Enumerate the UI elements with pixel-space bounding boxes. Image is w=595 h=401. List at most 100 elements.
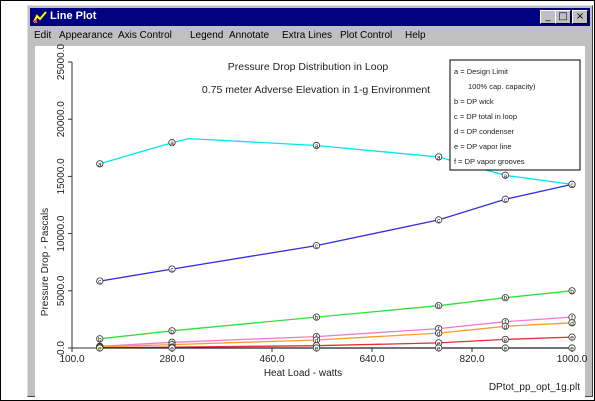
plot-filename: DPtot_pp_opt_1g.plt bbox=[489, 382, 580, 393]
series-line-d bbox=[99, 322, 573, 348]
legend-frame bbox=[449, 59, 581, 171]
data-point-a bbox=[435, 153, 443, 161]
legend-entry-a-note: 100% cap. capacity) bbox=[468, 82, 536, 91]
y-tick-label: 25000.0 bbox=[56, 43, 67, 80]
y-axis-label: Pressure Drop - Pascals bbox=[40, 208, 51, 316]
data-point-marker-label: b bbox=[570, 288, 574, 295]
menu-help[interactable]: Help bbox=[405, 30, 426, 41]
data-point-a bbox=[312, 141, 321, 150]
data-point-a bbox=[501, 171, 509, 179]
y-tick-label: 5000.0 bbox=[56, 275, 67, 306]
legend-entry-a: a = Design Limit bbox=[454, 67, 509, 76]
data-point-marker-label: b bbox=[170, 328, 174, 335]
data-point-marker-label: c bbox=[437, 217, 441, 224]
y-tick-label: 20000.0 bbox=[56, 101, 67, 138]
menu-edit[interactable]: Edit bbox=[34, 30, 52, 41]
data-point-marker-label: c bbox=[98, 279, 102, 286]
data-point-d bbox=[435, 329, 443, 337]
data-point-e bbox=[501, 344, 509, 352]
data-point-c bbox=[568, 180, 576, 189]
chart-subtitle: 0.75 meter Adverse Elevation in 1-g Envi… bbox=[202, 84, 430, 96]
chart-title: Pressure Drop Distribution in Loop bbox=[228, 61, 389, 73]
series-line-e bbox=[99, 336, 573, 349]
data-point-c bbox=[501, 195, 509, 203]
data-point-b bbox=[568, 287, 576, 295]
data-point-marker-label: c bbox=[315, 243, 319, 250]
data-point-marker-label: e bbox=[504, 337, 508, 344]
data-point-marker-label: b bbox=[504, 295, 508, 302]
data-point-marker-label: a bbox=[315, 143, 319, 150]
series-line-b bbox=[99, 290, 573, 340]
menu-annotate[interactable]: Annotate bbox=[229, 30, 270, 41]
data-point-b bbox=[96, 335, 104, 343]
legend-entry-e: e = DP vapor line bbox=[454, 142, 512, 151]
data-point-c bbox=[312, 242, 321, 250]
legend-entry-c: c = DP total in loop bbox=[454, 112, 517, 121]
data-point-marker-label: a bbox=[504, 173, 508, 180]
x-axis-label: Heat Load - watts bbox=[264, 368, 342, 379]
menu-legend[interactable]: Legend bbox=[190, 30, 224, 41]
menu-extra-lines[interactable]: Extra Lines bbox=[282, 30, 333, 41]
data-point-a bbox=[168, 139, 176, 147]
data-point-marker-label: e bbox=[437, 340, 441, 347]
legend: a = Design Limit 100% cap. capacity) b =… bbox=[449, 59, 581, 171]
data-point-marker-label: e bbox=[570, 335, 574, 342]
data-point-e bbox=[501, 335, 509, 344]
data-point-marker-label: e bbox=[170, 346, 174, 353]
legend-entry-b: b = DP wick bbox=[454, 97, 494, 106]
data-point-marker-label: b bbox=[98, 336, 102, 343]
data-point-marker-label: d bbox=[570, 320, 574, 327]
x-tick-label: 100.0 bbox=[59, 354, 84, 365]
data-point-marker-label: c bbox=[570, 182, 574, 189]
y-tick-label: 15000.0 bbox=[56, 158, 67, 195]
line-plot-app-icon bbox=[33, 11, 47, 23]
y-tick-label: 10000.0 bbox=[56, 215, 67, 252]
data-point-marker-label: a bbox=[170, 140, 174, 147]
menu-plot-control[interactable]: Plot Control bbox=[340, 30, 393, 41]
data-point-e bbox=[435, 344, 443, 352]
menu-axis-control[interactable]: Axis Control bbox=[118, 30, 172, 41]
data-point-marker-label: d bbox=[315, 337, 319, 344]
x-tick-label: 460.0 bbox=[259, 354, 284, 365]
x-tick-label: 1000.0 bbox=[557, 354, 588, 365]
data-point-b bbox=[168, 327, 176, 335]
data-point-b bbox=[435, 302, 443, 310]
data-point-c bbox=[435, 216, 443, 224]
data-point-marker-label: f bbox=[571, 315, 573, 322]
data-point-marker-label: c bbox=[170, 267, 174, 274]
data-point-marker-label: e bbox=[570, 346, 574, 353]
axis-ticks: 100.0 280.0 460.0 640.0 820.0 1000.0 0.0 5000.0… bbox=[56, 43, 588, 365]
data-point-c bbox=[168, 265, 176, 273]
data-point-d bbox=[568, 319, 576, 327]
data-point-d bbox=[501, 322, 509, 330]
maximize-icon[interactable]: □ bbox=[555, 10, 571, 24]
series-layer: aaaaaaccccccbbbbbbffffffddddddeeeeeeeeee… bbox=[96, 137, 576, 353]
data-point-marker-label: d bbox=[437, 331, 441, 338]
legend-entry-f: f = DP vapor grooves bbox=[454, 157, 525, 166]
data-point-e bbox=[96, 344, 104, 352]
title-bar[interactable]: Line Plot _ □ × bbox=[30, 8, 590, 26]
data-point-e bbox=[168, 344, 176, 352]
data-point-marker-label: b bbox=[315, 315, 319, 322]
series-line-c bbox=[99, 183, 573, 282]
window-title: Line Plot bbox=[50, 10, 97, 22]
data-point-e bbox=[568, 333, 576, 341]
data-point-marker-label: e bbox=[504, 346, 508, 353]
data-point-marker-label: e bbox=[437, 346, 441, 353]
data-point-marker-label: b bbox=[437, 303, 441, 310]
x-tick-label: 280.0 bbox=[159, 354, 184, 365]
close-icon[interactable]: × bbox=[572, 10, 588, 24]
data-point-marker-label: e bbox=[315, 346, 319, 353]
data-point-e bbox=[312, 344, 321, 352]
series-line-f bbox=[99, 316, 573, 347]
data-point-e bbox=[568, 344, 576, 352]
data-point-b bbox=[312, 313, 321, 321]
data-point-marker-label: a bbox=[437, 154, 441, 161]
data-point-marker-label: e bbox=[98, 346, 102, 353]
data-point-marker-label: a bbox=[98, 161, 102, 168]
legend-entry-d: d = DP condenser bbox=[454, 127, 515, 136]
data-point-marker-label: d bbox=[504, 324, 508, 331]
menu-appearance[interactable]: Appearance bbox=[59, 30, 113, 41]
y-tick-label: 0.0 bbox=[56, 341, 67, 355]
data-point-a bbox=[96, 160, 104, 168]
